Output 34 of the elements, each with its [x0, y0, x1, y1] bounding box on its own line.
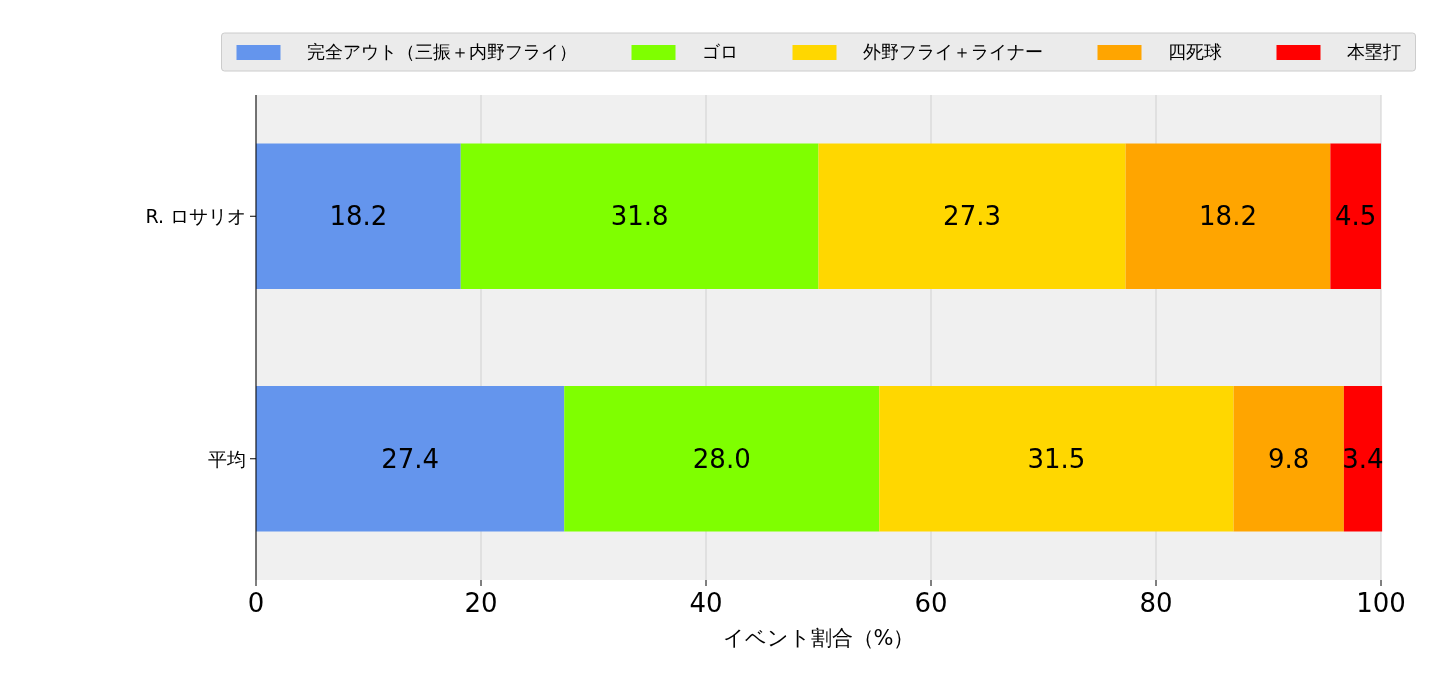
legend-label: ゴロ [701, 41, 738, 62]
x-tick-label: 80 [1139, 588, 1173, 618]
data-label: 18.2 [1199, 201, 1257, 232]
data-label: 4.5 [1335, 201, 1377, 232]
data-label: 9.8 [1268, 443, 1310, 474]
bar [256, 143, 461, 289]
data-label: 3.4 [1342, 443, 1384, 474]
legend-label: 本塁打 [1346, 41, 1401, 62]
x-tick-label: 20 [464, 588, 498, 618]
data-label: 27.4 [381, 443, 440, 474]
legend-label: 外野フライ＋ライナー [862, 41, 1043, 62]
x-tick-label: 60 [914, 588, 948, 618]
bar [1330, 143, 1382, 289]
y-tick-label: R. ロサリオ [145, 205, 246, 228]
bar [879, 386, 1234, 532]
bar [256, 386, 565, 532]
bar [1343, 386, 1383, 532]
data-label: 31.5 [1027, 443, 1086, 474]
y-tick-label: 平均 [208, 447, 246, 470]
x-tick-label: 40 [689, 588, 723, 618]
data-label: 27.3 [943, 201, 1002, 232]
data-label: 31.8 [610, 201, 669, 232]
bar [460, 143, 819, 289]
legend-label: 完全アウト（三振＋内野フライ） [306, 41, 577, 62]
bar [1233, 386, 1344, 532]
data-label: 18.2 [329, 201, 388, 232]
x-tick-label: 0 [247, 588, 265, 618]
bar [818, 143, 1126, 289]
x-tick-label: 100 [1356, 588, 1406, 618]
bar [564, 386, 880, 532]
bar [1125, 143, 1331, 289]
data-label: 28.0 [692, 443, 751, 474]
legend-label: 四死球 [1167, 41, 1222, 62]
x-axis-title: イベント割合（%） [722, 626, 915, 650]
